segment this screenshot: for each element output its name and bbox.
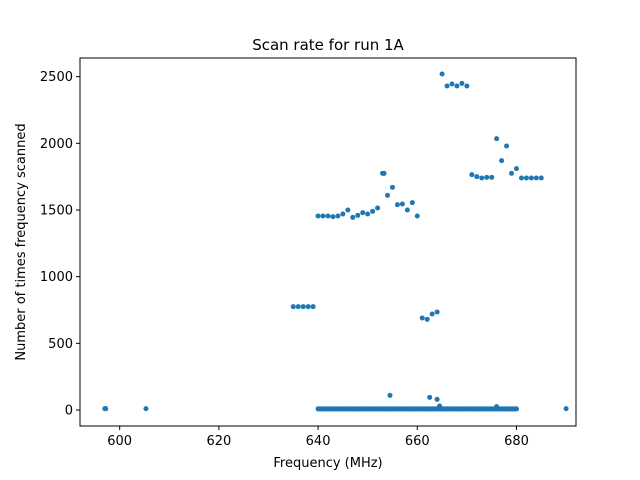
data-point: [424, 316, 430, 322]
data-point: [404, 207, 410, 213]
data-point: [489, 174, 495, 180]
data-point: [330, 214, 336, 220]
data-point: [325, 213, 331, 219]
data-point: [434, 396, 440, 402]
data-point: [509, 170, 515, 176]
data-point: [387, 392, 393, 398]
data-point: [528, 175, 534, 181]
x-axis-label: Frequency (MHz): [273, 456, 382, 471]
data-point: [389, 184, 395, 190]
data-point: [143, 406, 149, 412]
data-point: [340, 211, 346, 217]
data-point: [449, 81, 455, 87]
data-point: [315, 213, 321, 219]
data-point: [439, 71, 445, 77]
data-point: [459, 80, 465, 86]
data-point: [394, 202, 400, 208]
data-points: [102, 71, 569, 412]
data-point: [345, 207, 351, 213]
data-point: [504, 143, 510, 149]
y-axis-label: Number of times frequency scanned: [14, 123, 29, 360]
data-point: [484, 174, 490, 180]
data-point: [360, 210, 366, 216]
data-point: [320, 213, 326, 219]
data-point: [429, 311, 435, 317]
x-tick-label: 660: [405, 434, 430, 449]
data-point: [533, 175, 539, 181]
x-tick-label: 680: [504, 434, 529, 449]
x-tick-label: 620: [206, 434, 231, 449]
y-tick-label: 2500: [40, 70, 73, 85]
data-point: [494, 136, 500, 142]
y-tick-label: 500: [48, 337, 73, 352]
data-point: [335, 213, 341, 219]
data-point: [300, 304, 306, 310]
data-point: [385, 192, 391, 198]
plot-frame: [79, 57, 577, 427]
x-tick-label: 640: [306, 434, 331, 449]
data-point: [305, 304, 311, 310]
data-point: [295, 304, 301, 310]
y-tick-label: 1500: [40, 204, 73, 219]
data-point: [427, 394, 433, 400]
x-axis-ticks: 600 620 640 660 680: [107, 426, 529, 449]
data-point: [350, 214, 356, 220]
data-point: [469, 172, 475, 178]
data-point: [355, 212, 361, 218]
y-axis-ticks: 0 500 1000 1500 2000 2500: [40, 70, 80, 419]
data-point: [499, 158, 505, 164]
x-tick-label: 600: [107, 434, 132, 449]
data-point: [370, 208, 376, 214]
data-point: [375, 205, 381, 211]
data-point: [474, 174, 480, 180]
data-point: [365, 211, 371, 217]
data-point: [444, 83, 450, 89]
y-tick-label: 2000: [40, 137, 73, 152]
data-point: [409, 200, 415, 206]
data-point: [479, 175, 485, 181]
data-point: [523, 175, 529, 181]
data-point: [434, 309, 440, 315]
data-point: [310, 304, 316, 310]
data-point: [103, 406, 109, 412]
data-point: [381, 170, 387, 176]
data-point: [419, 315, 425, 321]
data-point: [464, 83, 470, 89]
y-tick-label: 1000: [40, 270, 73, 285]
data-point: [399, 201, 405, 207]
data-point: [538, 175, 544, 181]
data-point: [518, 175, 524, 181]
data-point: [290, 304, 296, 310]
y-tick-label: 0: [65, 404, 73, 419]
data-point: [414, 213, 420, 219]
data-point: [454, 83, 460, 89]
data-point: [513, 166, 519, 172]
data-point: [563, 406, 569, 412]
chart-title: Scan rate for run 1A: [252, 36, 404, 54]
data-point: [513, 406, 519, 412]
